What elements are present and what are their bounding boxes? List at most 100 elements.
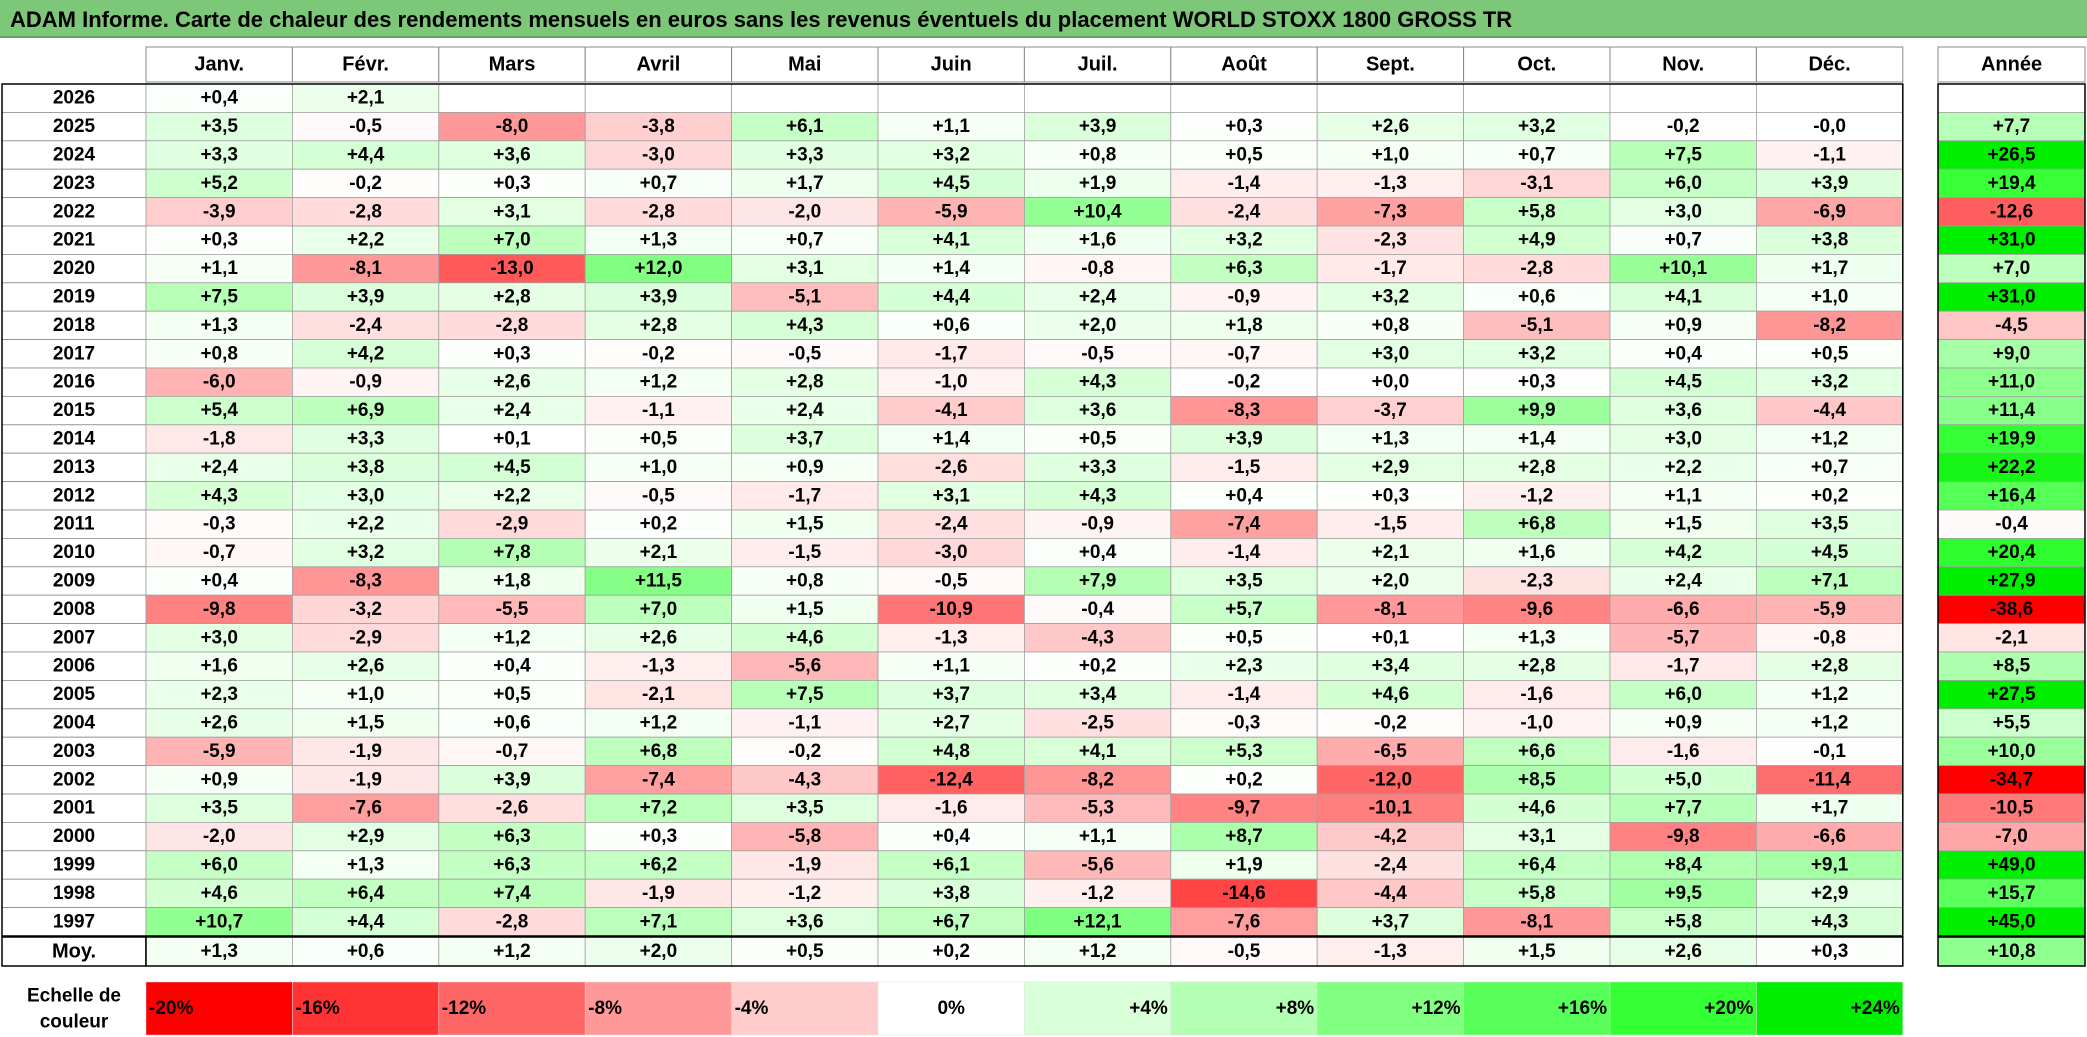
average-outline [145,936,1904,967]
heat-cell-value: +8,5 [1518,769,1556,790]
heat-cell-value: -2,8 [642,201,675,222]
heat-cell-value: +1,6 [1518,542,1556,563]
heat-cell-value: -4,1 [935,400,968,421]
year-label: 2025 [53,116,96,137]
heat-cell-value: +6,3 [493,826,531,847]
heat-cell [1170,83,1318,113]
heat-cell [1463,282,1611,312]
heat-cell [731,424,879,454]
annual-cell-value: +45,0 [1987,911,2035,932]
heat-cell-value: +7,0 [493,230,531,251]
heat-cell-value: -1,3 [935,627,968,648]
heat-cell-value: +0,7 [1518,145,1556,166]
heat-cell-value: +1,7 [1811,258,1849,279]
heat-cell-value: +1,2 [493,627,531,648]
heat-cell-value: -5,5 [496,599,529,620]
heat-cell [145,509,293,539]
heat-cell-value: +4,6 [1372,684,1410,705]
annual-cell-value: +7,7 [1993,116,2031,137]
heat-cell-value: +2,6 [200,713,238,734]
heat-cell-value: -9,8 [1667,826,1700,847]
heat-cell-value: +4,5 [493,457,531,478]
heat-cell [145,623,293,653]
heat-cell-value: +3,2 [1518,343,1556,364]
heat-cell-value: +6,8 [1518,514,1556,535]
heat-cell [291,395,440,426]
heat-cell [145,680,293,710]
heat-cell [1463,253,1611,284]
heat-cell-value: +7,4 [493,883,531,904]
month-header-label: Juin [931,54,972,76]
heat-cell-value: +1,2 [1811,713,1849,734]
heat-cell-value: -5,6 [788,656,821,677]
heat-cell-value: -4,3 [788,769,821,790]
scale-swatch [877,981,1025,1036]
year-label: 2016 [53,372,95,393]
month-header-label: Mai [788,54,821,76]
heat-cell [145,197,293,227]
annual-cell-value: +10,0 [1987,741,2035,762]
heat-cell [731,339,879,369]
annual-header-label: Année [1981,54,2042,76]
heat-cell [1024,822,1172,852]
heat-cell-value: -7,6 [349,798,382,819]
heat-cell-value: +9,1 [1811,855,1849,876]
heat-cell [584,481,733,511]
heat-cell [438,878,586,909]
heat-cell-value: -0,7 [1228,343,1261,364]
annual-cell [1937,168,2086,198]
average-cell-value: +1,3 [200,941,238,962]
heat-cell-value: -3,0 [935,542,968,563]
heat-cell-value: +6,7 [932,911,970,932]
heat-cell-value: +3,0 [347,485,385,506]
heat-cell [584,112,733,142]
heat-cell [877,594,1025,625]
heat-cell [1024,197,1172,227]
heat-cell-value: +6,0 [200,855,238,876]
year-label: 2000 [53,826,95,847]
heat-cell-value: +2,0 [1079,315,1117,336]
heat-cell [1024,566,1172,596]
heat-cell-value: -6,9 [1813,201,1846,222]
heat-cell-value: -3,9 [203,201,236,222]
heat-cell [1024,793,1172,823]
heat-cell [1609,736,1757,767]
year-cell [1,566,147,596]
heat-cell [291,168,440,198]
heat-cell [731,83,879,113]
average-cell [1024,936,1172,967]
heat-cell-value: +2,3 [200,684,238,705]
heat-cell [1463,793,1611,823]
heat-cell [1170,765,1318,795]
heat-cell-value: +1,4 [1518,429,1556,450]
annual-cell [1937,310,2086,341]
annual-cell [1937,112,2086,142]
heat-cell-value: +1,3 [1518,627,1556,648]
heat-cell [1756,566,1904,596]
heat-cell [1316,765,1464,795]
annual-cell-value: -2,1 [1995,627,2028,648]
year-label: 2017 [53,343,95,364]
heat-cell-value: +2,6 [640,627,678,648]
heat-cell-value: -9,8 [203,599,236,620]
month-header-label: Janv. [194,54,244,76]
heat-cell [1609,339,1757,369]
year-label: 2023 [53,173,95,194]
heat-cell-value: +0,0 [1372,372,1410,393]
heat-cell [1024,367,1172,397]
heat-cell-value: -0,5 [1081,343,1114,364]
heat-cell [584,708,733,738]
year-cell [1,594,147,625]
scale-swatch-label: +12% [1411,998,1460,1019]
heat-cell-value: -1,1 [788,713,821,734]
heat-cell-value: +2,4 [786,400,824,421]
heat-cell [438,850,586,880]
heat-cell-value: +3,9 [1079,116,1117,137]
scale-swatch [1170,981,1318,1036]
year-cell [1,452,147,483]
heat-cell [731,566,879,596]
year-label: 2018 [53,315,95,336]
heat-cell [877,395,1025,426]
heat-cell [1024,481,1172,511]
heat-cell-value: +1,9 [1079,173,1117,194]
